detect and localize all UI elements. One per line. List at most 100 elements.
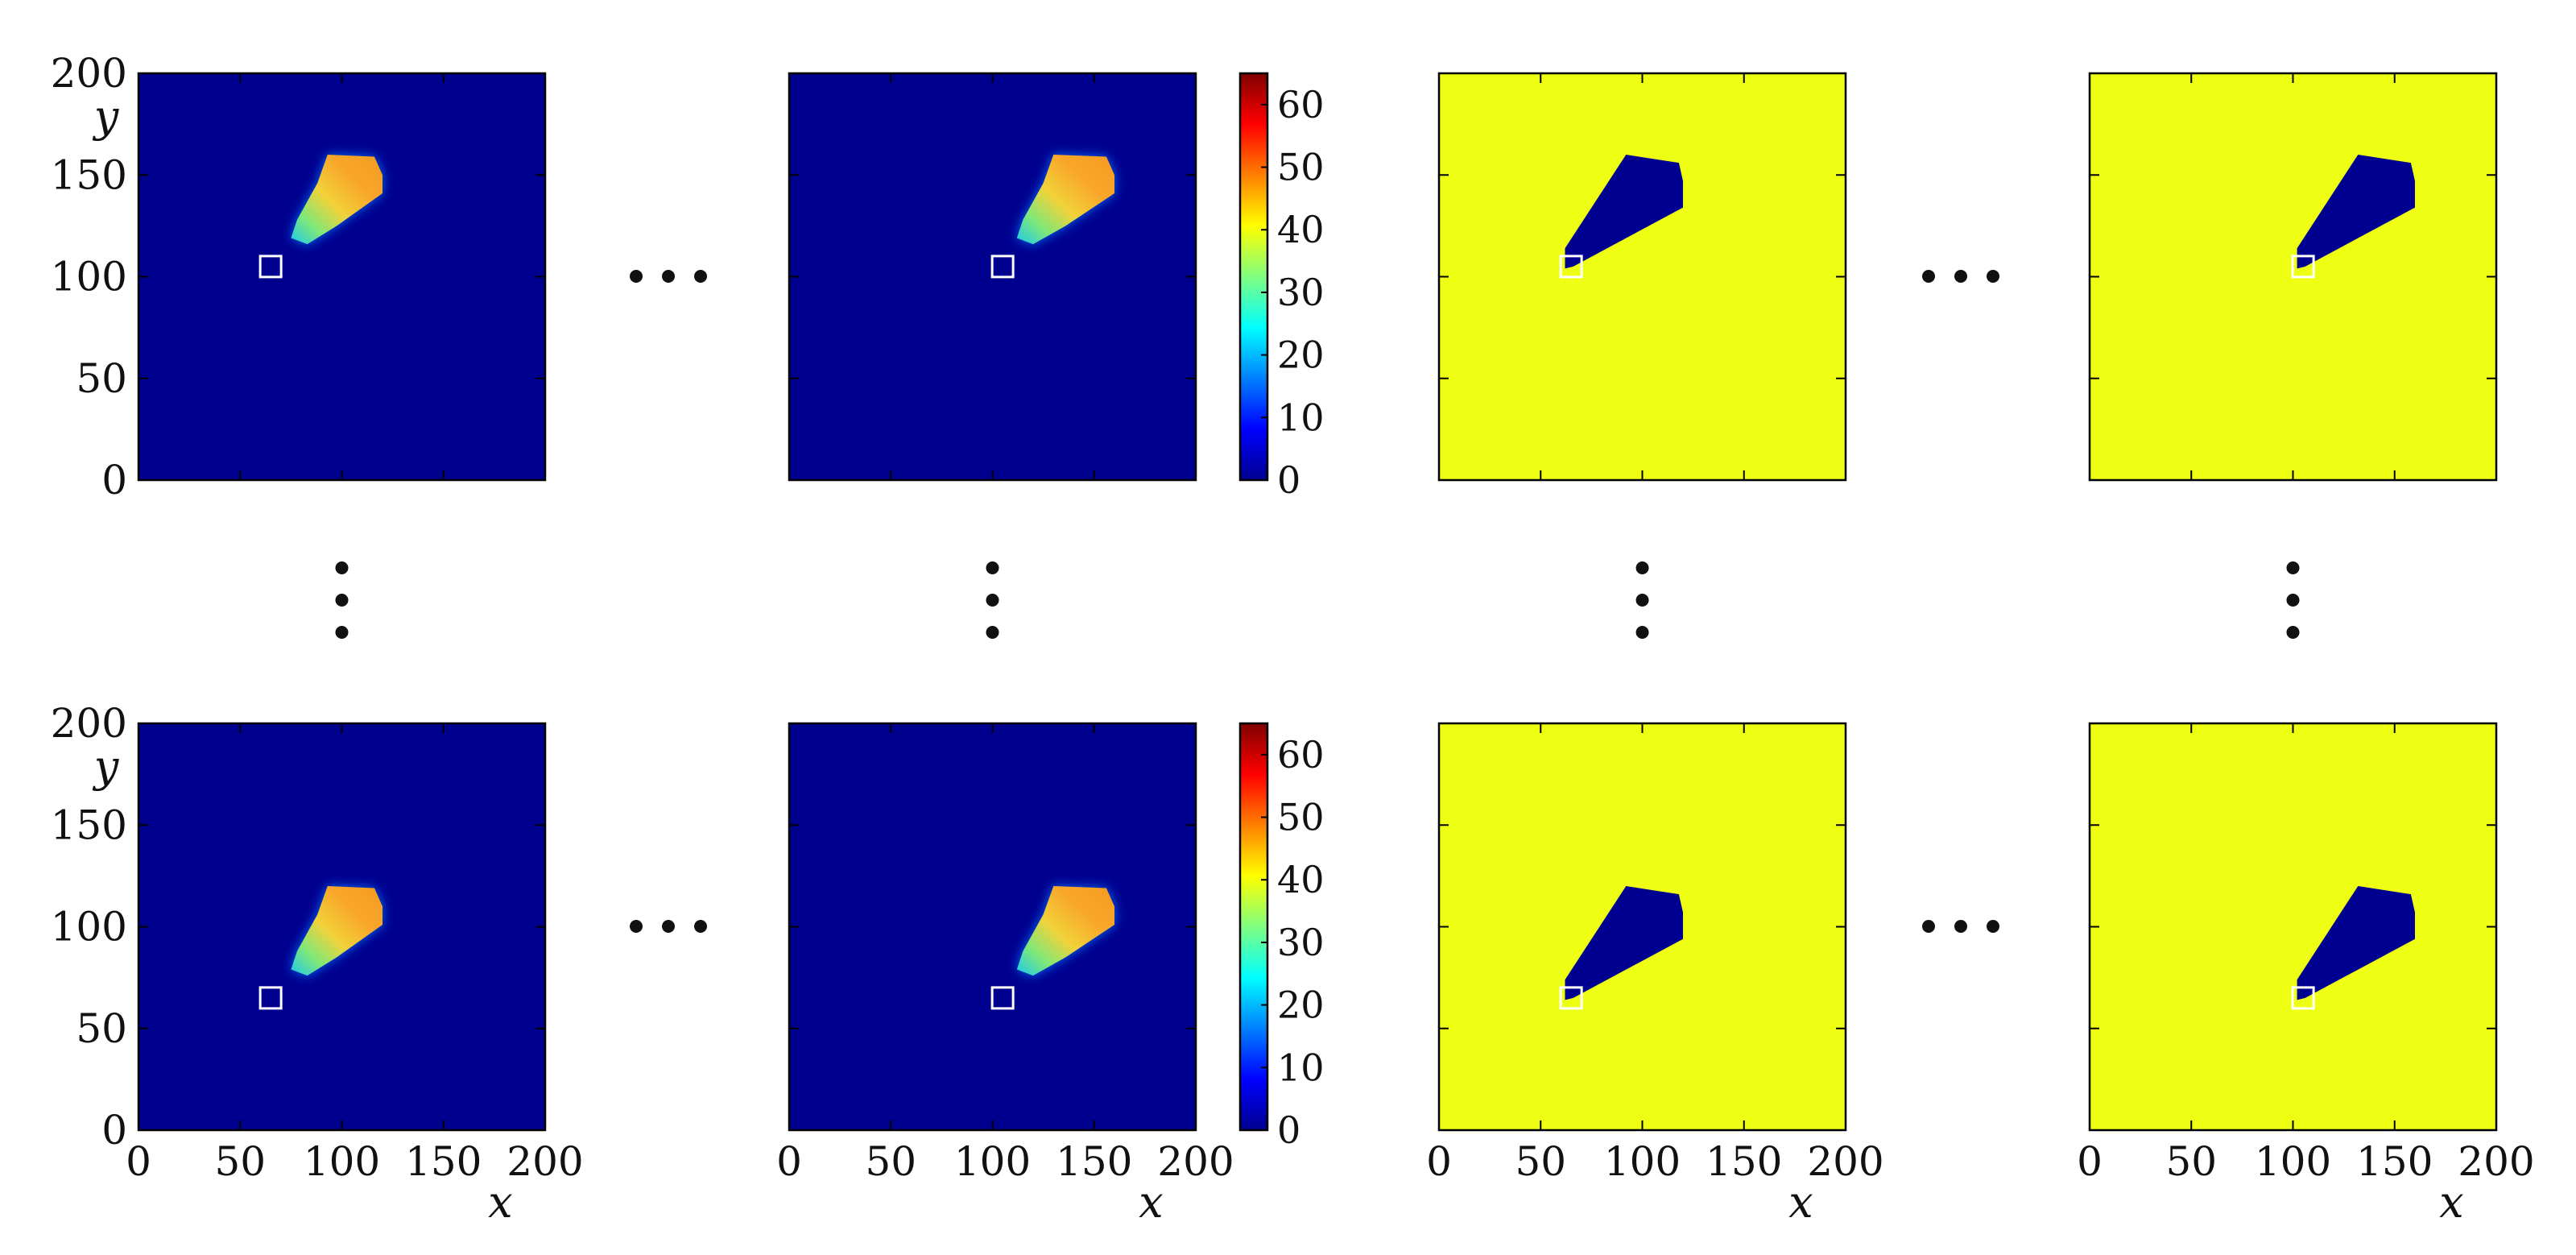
panel-r1-c3 <box>1437 72 1847 482</box>
mask-background <box>2090 723 2496 1130</box>
horizontal-ellipsis <box>630 920 707 933</box>
x-tick-label: 100 <box>954 1138 1031 1185</box>
plume-core <box>1016 886 1114 976</box>
colorbar-tick-label: 20 <box>1277 984 1325 1027</box>
ellipsis-dot <box>1987 270 1999 283</box>
colorbar-tick-label: 50 <box>1277 796 1325 839</box>
colorbar-gradient <box>1238 722 1269 1132</box>
plume <box>1016 155 1114 245</box>
vertical-ellipsis <box>2286 561 2300 639</box>
x-tick-label: 200 <box>1157 1138 1234 1185</box>
ellipsis-dot <box>1954 920 1967 933</box>
plume <box>291 155 382 245</box>
colorbar-tick-label: 40 <box>1277 858 1325 901</box>
y-tick-label: 200 <box>51 700 127 747</box>
ellipsis-dot <box>630 270 643 283</box>
x-axis-label: x <box>1139 1177 1163 1228</box>
colorbar-tick-label: 60 <box>1277 733 1325 777</box>
ellipsis-dot <box>1635 594 1649 607</box>
vertical-ellipsis <box>986 561 999 639</box>
ellipsis-dot <box>2286 594 2300 607</box>
ellipsis-dot <box>335 561 349 574</box>
ellipsis-dot <box>2286 561 2300 574</box>
field-background <box>139 73 545 480</box>
x-tick-label: 0 <box>126 1138 151 1185</box>
y-tick-label: 50 <box>76 1005 127 1052</box>
ellipsis-dot <box>630 920 643 933</box>
ellipsis-dot <box>662 270 675 283</box>
y-tick-label: 100 <box>51 254 127 300</box>
x-tick-label: 0 <box>2077 1138 2103 1185</box>
ellipsis-dot <box>1635 561 1649 574</box>
colorbar-tick-label: 30 <box>1277 271 1325 314</box>
mask-region <box>2297 155 2415 269</box>
plume <box>291 886 382 976</box>
mask-region <box>1565 886 1683 1000</box>
vertical-ellipsis <box>1635 561 1649 639</box>
y-axis-label: y <box>93 741 120 792</box>
ellipsis-dot <box>1635 626 1649 639</box>
ellipsis-dot <box>335 594 349 607</box>
marker-square <box>258 986 283 1010</box>
x-tick-label: 150 <box>405 1138 482 1185</box>
ellipsis-dot <box>662 920 675 933</box>
colorbar-tick-label: 30 <box>1277 921 1325 964</box>
x-tick-label: 200 <box>2458 1138 2534 1185</box>
ellipsis-dot <box>986 594 999 607</box>
marker-square <box>990 986 1015 1010</box>
mask-background <box>1439 73 1846 480</box>
x-tick-label: 100 <box>304 1138 380 1185</box>
x-tick-label: 50 <box>2165 1138 2217 1185</box>
ellipsis-dot <box>694 270 707 283</box>
ellipsis-dot <box>335 626 349 639</box>
panel-r1-c4 <box>2088 72 2498 482</box>
y-tick-label: 0 <box>101 1107 127 1154</box>
colorbar-tick-label: 0 <box>1277 458 1300 502</box>
marker-square <box>990 255 1015 279</box>
colorbar-tick-label: 10 <box>1277 396 1325 439</box>
x-tick-label: 50 <box>865 1138 916 1185</box>
field-background <box>789 723 1196 1130</box>
colorbar: 0 10 20 30 40 50 60 <box>1238 722 1325 1152</box>
marker-square <box>258 255 283 279</box>
plume-core <box>291 155 382 245</box>
ellipsis-dot <box>2286 626 2300 639</box>
x-tick-label: 100 <box>1604 1138 1681 1185</box>
marker-square <box>1559 255 1583 279</box>
x-axis-label: x <box>488 1177 512 1228</box>
ellipsis-dot <box>1954 270 1967 283</box>
horizontal-ellipsis <box>630 270 707 283</box>
mask-region <box>2297 886 2415 1000</box>
mask-region <box>1565 155 1683 269</box>
colorbar-tick-label: 10 <box>1277 1046 1325 1089</box>
ellipsis-dot <box>1922 270 1935 283</box>
y-tick-label: 200 <box>51 50 127 97</box>
horizontal-ellipsis <box>1922 920 1999 933</box>
x-tick-label: 50 <box>1515 1138 1566 1185</box>
x-tick-label: 150 <box>2356 1138 2433 1185</box>
x-tick-label: 200 <box>1807 1138 1883 1185</box>
colorbar-tick-label: 50 <box>1277 146 1325 189</box>
colorbar-tick-label: 0 <box>1277 1108 1300 1152</box>
ellipsis-markers <box>335 270 2300 933</box>
ellipsis-dot <box>1987 920 1999 933</box>
ellipsis-dot <box>986 626 999 639</box>
colorbar-tick-label: 40 <box>1277 208 1325 251</box>
y-tick-label: 150 <box>51 801 127 848</box>
marker-square <box>2291 986 2315 1010</box>
panel-r1-c2: 0 10 20 30 40 50 60 <box>788 72 1325 502</box>
y-tick-label: 100 <box>51 904 127 951</box>
colorbar-tick-label: 60 <box>1277 83 1325 126</box>
x-tick-label: 150 <box>1056 1138 1132 1185</box>
colorbar: 0 10 20 30 40 50 60 <box>1238 72 1325 502</box>
colorbar-gradient <box>1238 72 1269 482</box>
x-tick-label: 0 <box>776 1138 802 1185</box>
x-axis-label: x <box>2439 1177 2463 1228</box>
y-tick-label: 0 <box>101 457 127 503</box>
x-tick-label: 0 <box>1426 1138 1452 1185</box>
marker-square <box>1559 986 1583 1010</box>
